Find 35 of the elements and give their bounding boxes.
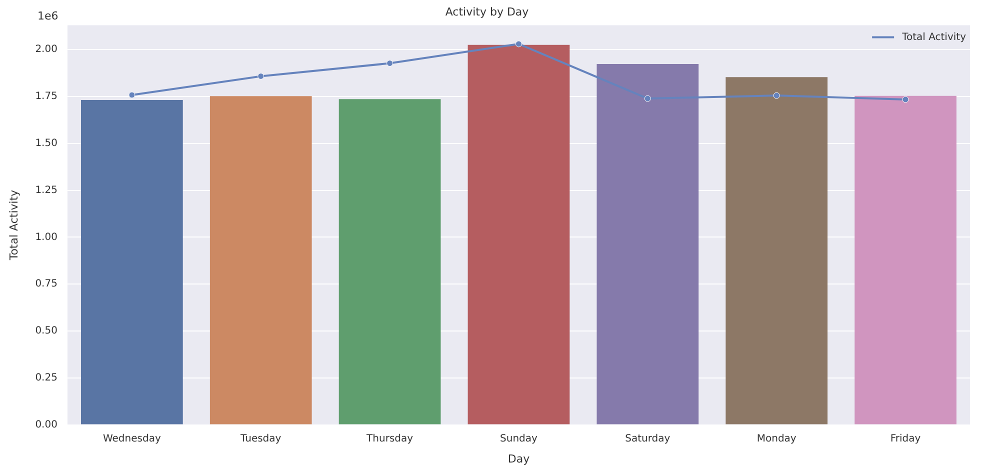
- y-tick-label: 2.00: [35, 44, 58, 56]
- bar: [338, 99, 441, 424]
- y-tick-label: 0.50: [35, 326, 58, 337]
- point: [644, 95, 651, 102]
- point: [386, 60, 394, 67]
- bar: [854, 96, 956, 424]
- bar: [81, 100, 183, 424]
- bar: [726, 77, 828, 424]
- point: [515, 40, 522, 48]
- y-tick-label: 1.25: [35, 184, 58, 196]
- x-tick-label: Wednesday: [102, 433, 161, 444]
- bar: [468, 44, 570, 424]
- text: 1e6: [37, 10, 58, 23]
- x-tick-label: Monday: [756, 433, 796, 444]
- y-tick-label: 1.00: [35, 232, 58, 243]
- y-tick-label: 1.75: [35, 91, 58, 102]
- y-tick-label: 0.25: [35, 372, 58, 384]
- y-tick-label: 1.50: [35, 138, 58, 149]
- legend-label: Total Activity: [901, 32, 966, 43]
- x-tick-label: Tuesday: [240, 433, 282, 444]
- point: [902, 96, 909, 103]
- point: [773, 92, 780, 99]
- bar: [596, 64, 699, 424]
- y-tick-label: 0.00: [35, 419, 58, 430]
- x-tick-label: Friday: [890, 433, 921, 444]
- x-axis-title: Day: [508, 452, 530, 466]
- point: [258, 72, 264, 80]
- chart-title: Activity by Day: [445, 5, 530, 18]
- bar: [210, 96, 312, 424]
- y-axis-title: Total Activity: [7, 189, 20, 262]
- point: [128, 92, 136, 98]
- x-tick-label: Thursday: [366, 433, 414, 444]
- y-tick-label: 0.75: [35, 278, 58, 290]
- x-tick-label: Sunday: [500, 433, 538, 444]
- x-tick-label: Saturday: [625, 433, 670, 444]
